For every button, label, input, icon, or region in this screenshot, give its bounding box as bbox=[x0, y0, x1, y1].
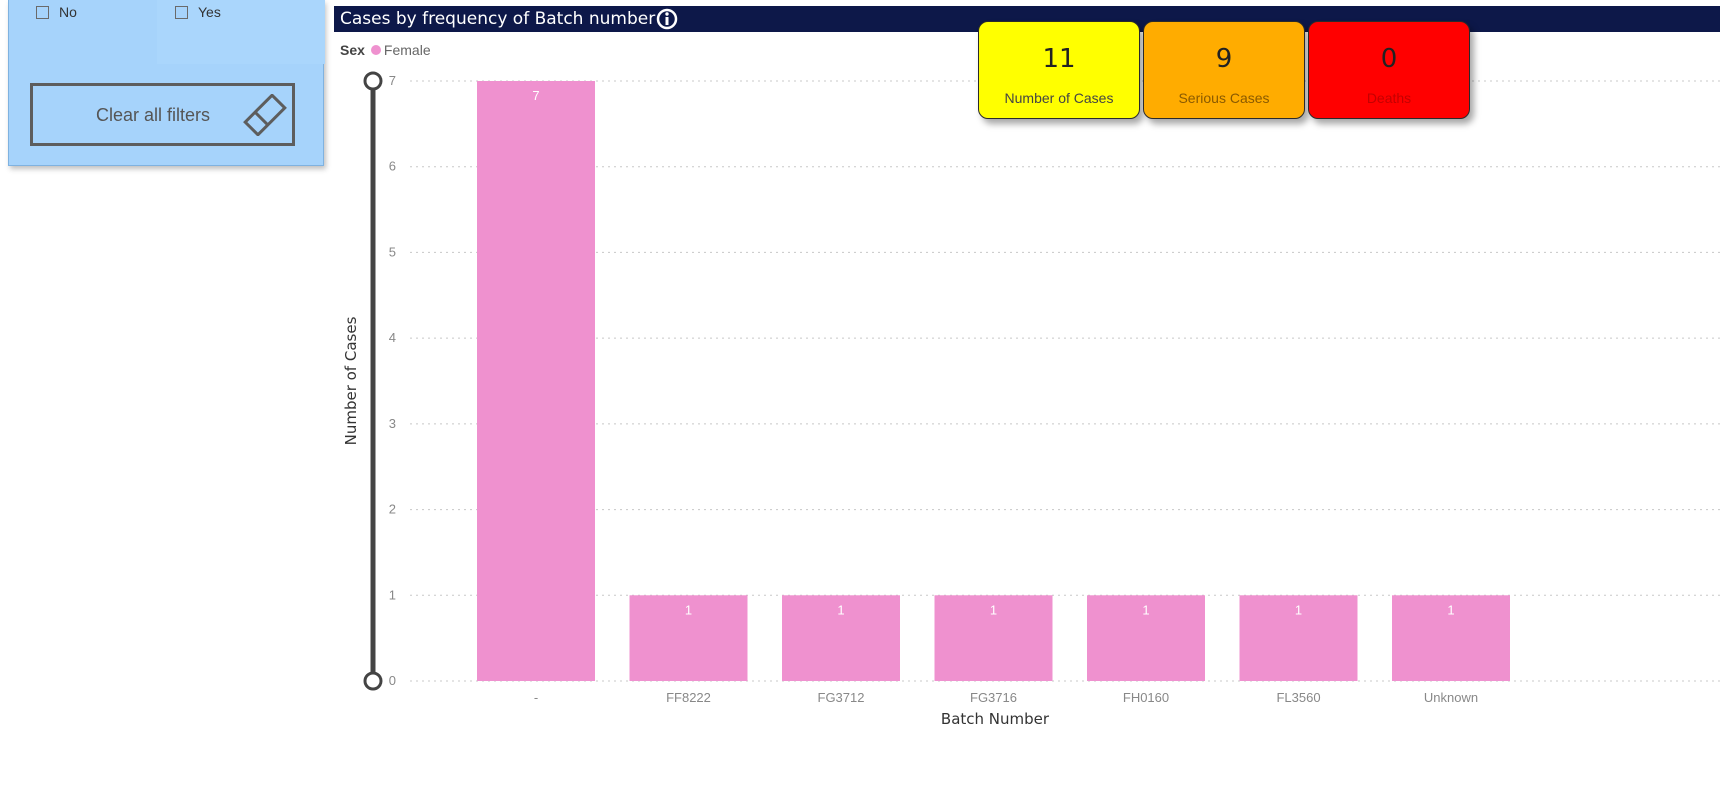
y-axis-slider-handle-bottom[interactable] bbox=[363, 671, 383, 691]
kpi-label: Serious Cases bbox=[1178, 90, 1270, 106]
data-label: 7 bbox=[532, 88, 539, 103]
data-label: 1 bbox=[1295, 602, 1302, 617]
x-tick-label: FG3712 bbox=[818, 690, 865, 705]
data-label: 1 bbox=[990, 602, 997, 617]
bar-fl3560[interactable] bbox=[1239, 595, 1358, 681]
y-tick-label: 2 bbox=[389, 502, 396, 517]
info-icon[interactable] bbox=[656, 8, 678, 30]
x-tick-label: FL3560 bbox=[1276, 690, 1320, 705]
filter-option-label: No bbox=[59, 4, 77, 20]
filter-panel: No Yes Clear all filters bbox=[8, 0, 325, 166]
x-axis-title: Batch Number bbox=[941, 710, 1050, 728]
y-tick-label: 0 bbox=[389, 673, 396, 688]
kpi-card-deaths: 0 Deaths bbox=[1308, 21, 1470, 119]
bar-ff8222[interactable] bbox=[629, 595, 748, 681]
checkbox-yes[interactable] bbox=[175, 5, 188, 19]
x-tick-label: - bbox=[534, 690, 538, 705]
kpi-label: Deaths bbox=[1366, 90, 1412, 106]
kpi-value: 9 bbox=[1215, 44, 1233, 74]
chart-legend: Sex Female bbox=[340, 42, 431, 58]
kpi-value: 0 bbox=[1380, 44, 1398, 74]
y-tick-label: 7 bbox=[389, 73, 396, 88]
bar-fg3716[interactable] bbox=[934, 595, 1053, 681]
x-tick-label: FF8222 bbox=[666, 690, 711, 705]
y-tick-label: 1 bbox=[389, 587, 396, 602]
kpi-card-serious-cases: 9 Serious Cases bbox=[1143, 21, 1305, 119]
data-label: 1 bbox=[1142, 602, 1149, 617]
y-axis-title: Number of Cases bbox=[342, 316, 360, 445]
x-tick-label: FH0160 bbox=[1123, 690, 1169, 705]
y-tick-label: 6 bbox=[389, 159, 396, 174]
clear-all-filters-label: Clear all filters bbox=[96, 105, 211, 125]
kpi-card-number-of-cases: 11 Number of Cases bbox=[978, 21, 1140, 119]
kpi-label: Number of Cases bbox=[1004, 90, 1114, 106]
bar-dash[interactable] bbox=[477, 81, 595, 681]
y-tick-label: 3 bbox=[389, 416, 396, 431]
chart-title: Cases by frequency of Batch number bbox=[340, 9, 656, 29]
bar-unknown[interactable] bbox=[1392, 595, 1510, 681]
legend-item-female[interactable]: Female bbox=[383, 42, 431, 58]
eraser-icon bbox=[243, 94, 287, 136]
clear-all-filters-button[interactable]: Clear all filters bbox=[30, 83, 295, 146]
kpi-value: 11 bbox=[1042, 44, 1076, 74]
filter-option-label: Yes bbox=[198, 4, 221, 20]
x-tick-label: FG3716 bbox=[970, 690, 1017, 705]
y-tick-label: 5 bbox=[389, 244, 396, 259]
y-axis-slider-handle-top[interactable] bbox=[363, 71, 383, 91]
legend-marker bbox=[370, 45, 381, 55]
legend-title: Sex bbox=[340, 42, 365, 58]
data-label: 1 bbox=[837, 602, 844, 617]
filter-option-no[interactable]: No bbox=[36, 0, 77, 24]
y-tick-label: 4 bbox=[389, 330, 396, 345]
data-label: 1 bbox=[685, 602, 692, 617]
data-label: 1 bbox=[1447, 602, 1454, 617]
bar-fh0160[interactable] bbox=[1087, 595, 1205, 681]
checkbox-no[interactable] bbox=[36, 5, 49, 19]
chart-header: Cases by frequency of Batch number bbox=[334, 6, 1720, 32]
filter-option-yes[interactable]: Yes bbox=[175, 0, 221, 24]
x-tick-label: Unknown bbox=[1424, 690, 1478, 705]
bar-chart: 0 1 2 3 4 5 6 7 Number of Cases Batch Number 7 - 1 FF… bbox=[342, 71, 1720, 728]
bar-fg3712[interactable] bbox=[782, 595, 900, 681]
